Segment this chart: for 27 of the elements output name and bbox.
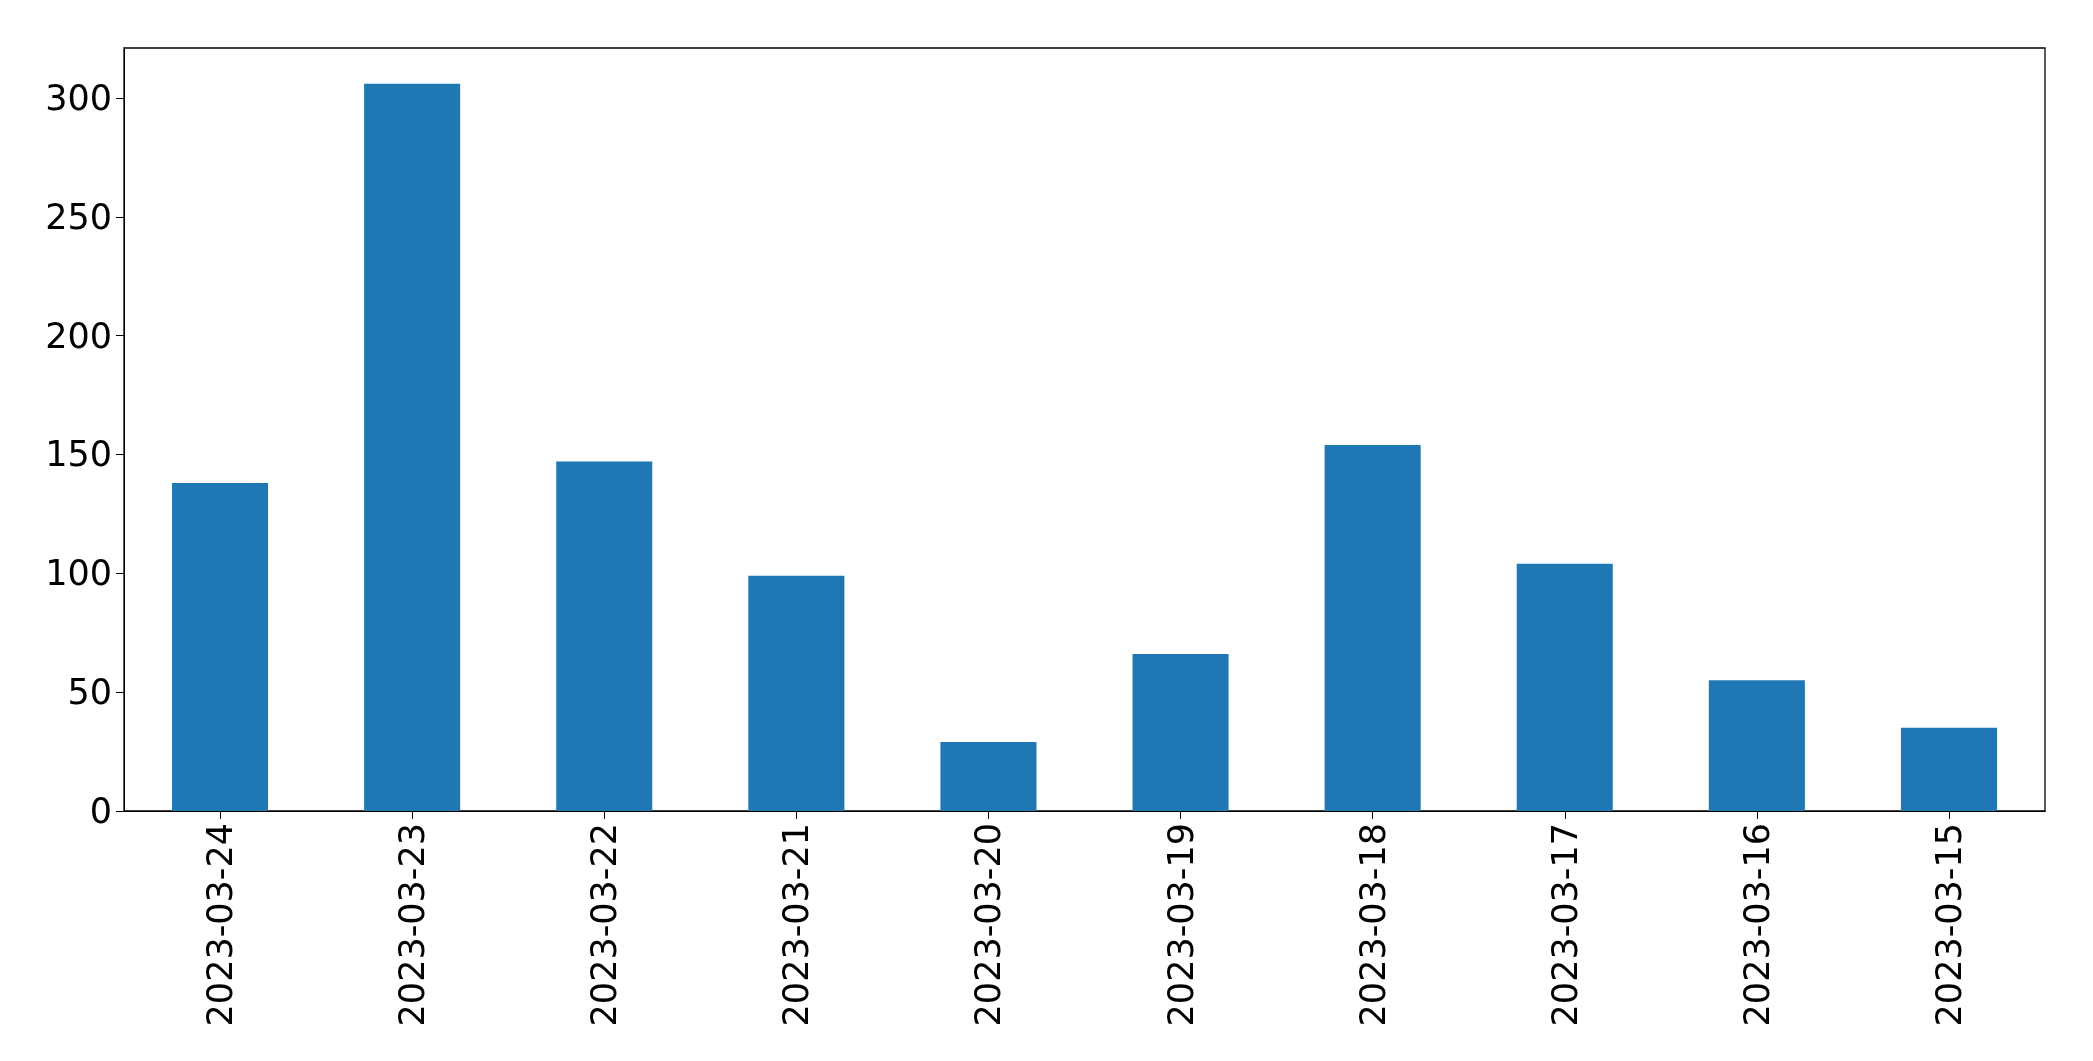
bar (1900, 727, 1997, 811)
bar (940, 742, 1037, 811)
bar (748, 575, 845, 811)
x-tick-label: 2023-03-16 (1736, 823, 1777, 1027)
x-tick-label: 2023-03-17 (1544, 823, 1585, 1027)
bar (1516, 563, 1613, 811)
x-tick-label: 2023-03-23 (392, 823, 433, 1027)
bar (1324, 444, 1421, 811)
x-tick-label: 2023-03-24 (200, 823, 241, 1027)
y-tick-label: 150 (45, 434, 112, 475)
y-tick-label: 50 (67, 672, 112, 713)
bar (556, 461, 653, 811)
bar (1708, 680, 1805, 811)
x-tick-label: 2023-03-19 (1160, 823, 1201, 1027)
x-tick-label: 2023-03-15 (1928, 823, 1969, 1027)
x-tick-label: 2023-03-21 (776, 823, 817, 1027)
x-tick-label: 2023-03-18 (1352, 823, 1393, 1027)
y-tick-label: 250 (45, 196, 112, 237)
y-tick-label: 0 (89, 791, 112, 831)
y-tick-label: 100 (45, 553, 112, 594)
bar (364, 83, 461, 811)
y-tick-label: 300 (45, 77, 112, 118)
bar (172, 482, 269, 811)
y-tick-label: 200 (45, 315, 112, 356)
x-tick-label: 2023-03-20 (968, 823, 1009, 1027)
bar (1132, 654, 1229, 811)
x-tick-label: 2023-03-22 (584, 823, 625, 1027)
